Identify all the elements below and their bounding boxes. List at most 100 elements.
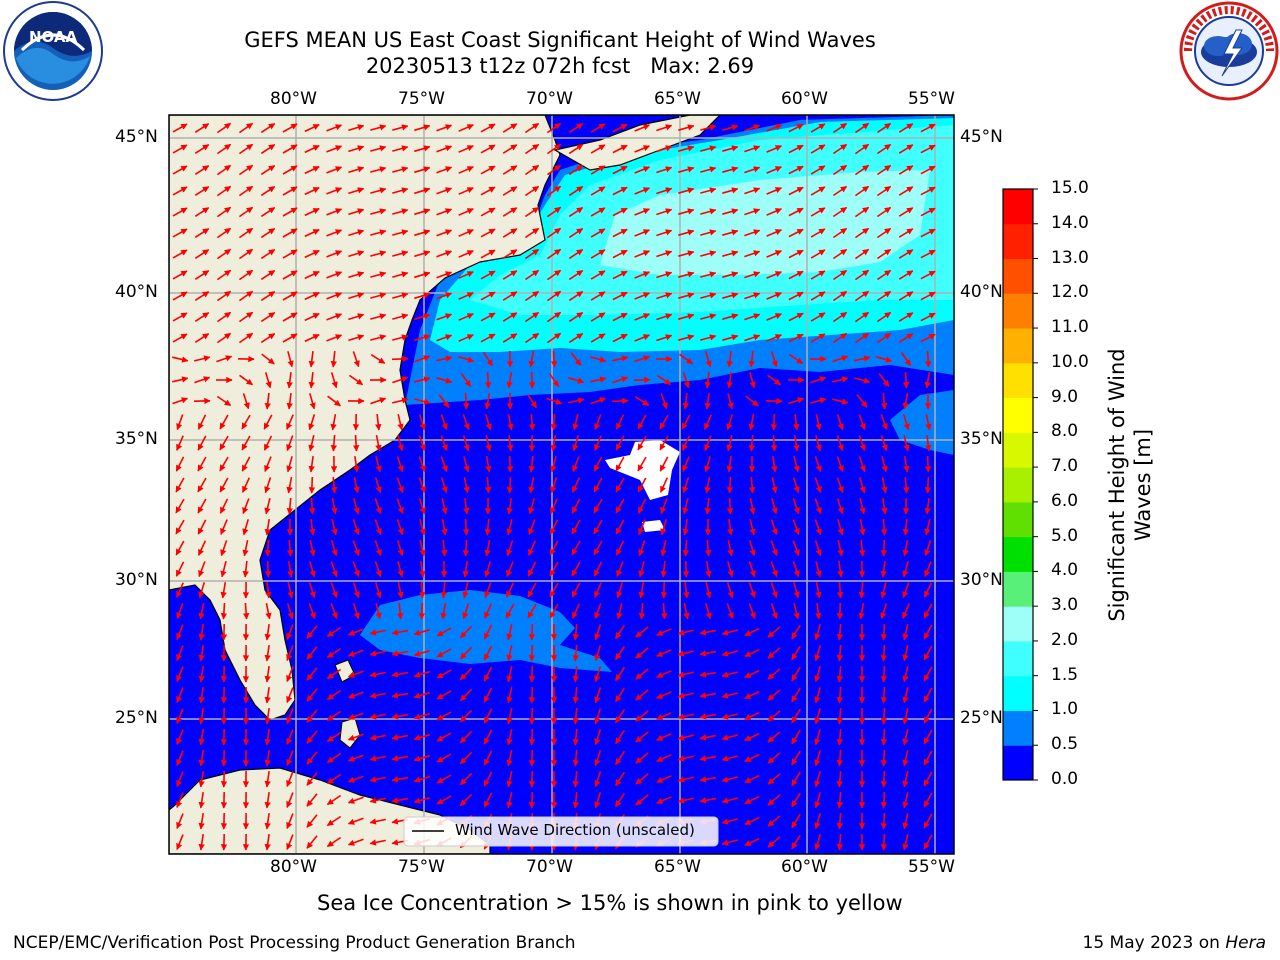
- wave-direction-arrow: [568, 290, 584, 302]
- wave-direction-arrow: [634, 229, 650, 237]
- wave-direction-arrow: [440, 602, 447, 620]
- wave-direction-arrow: [260, 122, 276, 134]
- wave-direction-arrow: [704, 392, 711, 410]
- colorbar-tick-label: 3.0: [1051, 595, 1079, 616]
- wave-direction-arrow: [660, 561, 667, 578]
- wave-direction-arrow: [502, 228, 518, 238]
- wave-direction-arrow: [876, 311, 892, 323]
- wave-direction-arrow: [572, 728, 579, 746]
- colorbar-title-line2: Waves [m]: [1131, 428, 1155, 542]
- wave-direction-arrow: [614, 645, 626, 661]
- wave-direction-arrow: [460, 373, 472, 388]
- wave-direction-arrow: [788, 353, 804, 365]
- wave-direction-arrow: [656, 691, 672, 699]
- wave-direction-arrow: [682, 392, 689, 410]
- wave-direction-arrow: [659, 414, 669, 430]
- wave-direction-arrow: [264, 665, 271, 683]
- wave-direction-arrow: [749, 519, 756, 536]
- wave-direction-arrow: [219, 498, 229, 514]
- wave-direction-arrow: [881, 456, 888, 473]
- wave-direction-arrow: [721, 629, 738, 636]
- wave-direction-arrow: [348, 208, 365, 216]
- wave-direction-arrow: [286, 645, 294, 661]
- wave-direction-arrow: [677, 650, 694, 657]
- wave-direction-arrow: [480, 333, 496, 343]
- wave-direction-arrow: [282, 270, 298, 280]
- wave-direction-arrow: [326, 752, 342, 764]
- wave-direction-arrow: [721, 797, 738, 804]
- wave-direction-arrow: [766, 250, 782, 258]
- wave-direction-arrow: [282, 165, 298, 175]
- wave-direction-arrow: [459, 625, 473, 639]
- wave-direction-arrow: [876, 248, 892, 260]
- wave-direction-arrow: [282, 291, 298, 301]
- wave-direction-arrow: [309, 393, 316, 410]
- colorbar-segment: [1003, 258, 1033, 294]
- colorbar-tick-label: 12.0: [1051, 282, 1089, 303]
- wave-direction-arrow: [898, 291, 914, 301]
- wave-direction-arrow: [459, 793, 473, 807]
- wave-direction-arrow: [308, 435, 315, 452]
- wave-direction-arrow: [788, 333, 804, 343]
- wave-direction-arrow: [282, 312, 298, 322]
- wave-direction-arrow: [326, 292, 343, 300]
- wave-direction-arrow: [419, 519, 426, 536]
- wave-direction-arrow: [678, 166, 695, 173]
- wave-direction-arrow: [347, 754, 364, 762]
- wave-direction-arrow: [700, 313, 717, 320]
- wave-direction-arrow: [304, 312, 320, 322]
- wave-direction-arrow: [611, 397, 629, 405]
- colorbar-tick-label: 4.0: [1051, 560, 1079, 581]
- wave-direction-arrow: [375, 582, 382, 599]
- wave-direction-arrow: [308, 350, 315, 368]
- wave-direction-arrow: [925, 434, 932, 452]
- wave-direction-arrow: [306, 772, 318, 786]
- wave-direction-arrow: [549, 540, 559, 556]
- wave-direction-arrow: [568, 377, 585, 384]
- colorbar-segment: [1003, 432, 1033, 468]
- wave-direction-arrow: [397, 581, 404, 599]
- wave-direction-arrow: [436, 795, 452, 805]
- wave-direction-arrow: [638, 561, 645, 578]
- wave-direction-arrow: [175, 498, 185, 514]
- wave-direction-arrow: [172, 291, 188, 301]
- wave-direction-arrow: [484, 561, 491, 578]
- wave-direction-arrow: [306, 667, 318, 681]
- wave-direction-arrow: [722, 271, 739, 278]
- wave-direction-arrow: [304, 165, 320, 175]
- wave-direction-arrow: [369, 818, 386, 825]
- wave-direction-arrow: [264, 812, 271, 830]
- wave-direction-arrow: [898, 270, 914, 280]
- wave-direction-arrow: [748, 540, 756, 557]
- wave-direction-arrow: [593, 456, 603, 472]
- wave-direction-arrow: [506, 519, 513, 536]
- wave-direction-arrow: [721, 734, 738, 741]
- wave-direction-arrow: [923, 792, 933, 808]
- wave-direction-arrow: [459, 751, 473, 765]
- wave-direction-arrow: [216, 311, 232, 323]
- wave-direction-arrow: [656, 796, 672, 804]
- wave-direction-arrow: [265, 581, 272, 599]
- wave-direction-arrow: [418, 456, 426, 473]
- wave-direction-arrow: [348, 145, 365, 153]
- wave-direction-arrow: [326, 208, 343, 216]
- wave-direction-arrow: [175, 561, 185, 577]
- wave-direction-arrow: [462, 603, 470, 620]
- wave-direction-arrow: [242, 519, 249, 536]
- wave-direction-arrow: [172, 270, 188, 280]
- wave-direction-arrow: [414, 334, 431, 342]
- wave-direction-arrow: [590, 397, 607, 405]
- wave-direction-arrow: [242, 560, 249, 578]
- wave-direction-arrow: [264, 728, 271, 746]
- wave-direction-arrow: [634, 250, 650, 258]
- wave-direction-arrow: [326, 313, 343, 321]
- wave-direction-arrow: [660, 498, 668, 515]
- wave-direction-arrow: [704, 476, 711, 494]
- wave-direction-arrow: [418, 602, 426, 620]
- wave-direction-arrow: [528, 498, 536, 515]
- wave-direction-arrow: [836, 414, 844, 431]
- wave-direction-arrow: [414, 208, 431, 216]
- wave-direction-arrow: [502, 249, 518, 259]
- wave-direction-arrow: [524, 248, 540, 260]
- wave-direction-arrow: [902, 371, 910, 389]
